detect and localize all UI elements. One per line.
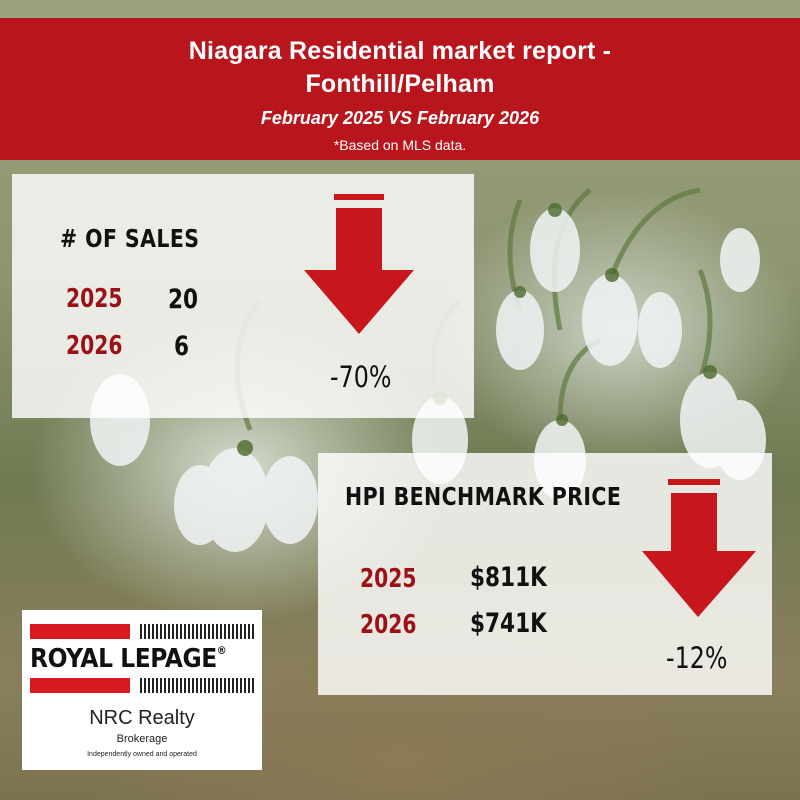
- royal-lepage-logo: ROYAL LEPAGE® NRC Realty Brokerage Indep…: [22, 610, 262, 770]
- logo-registered-mark: ®: [216, 644, 227, 657]
- data-source-note: *Based on MLS data.: [333, 137, 467, 153]
- hpi-change-percent: -12%: [666, 641, 728, 675]
- logo-brand-name: ROYAL LEPAGE®: [30, 644, 227, 674]
- report-title-line1: Niagara Residential market report -: [188, 37, 612, 65]
- logo-stripes-top: [140, 624, 254, 639]
- sales-panel: # OF SALES 2025 20 2026 6 -70%: [12, 174, 474, 418]
- hpi-year-2025: 2025: [360, 564, 417, 594]
- hpi-value-2025: $811K: [470, 562, 547, 593]
- sales-year-2025: 2025: [66, 284, 123, 314]
- down-arrow-icon: [304, 194, 414, 334]
- hpi-title: HPI BENCHMARK PRICE: [345, 482, 622, 511]
- down-arrow-icon: [642, 479, 756, 617]
- report-title: Niagara Residential market report - Font…: [0, 35, 800, 101]
- logo-red-bar-bottom: [30, 678, 130, 693]
- report-title-line2: Fonthill/Pelham: [305, 70, 495, 98]
- sales-value-2026: 6: [174, 331, 190, 362]
- hpi-panel: HPI BENCHMARK PRICE 2025 $811K 2026 $741…: [318, 453, 772, 695]
- logo-tagline: Independently owned and operated: [87, 751, 197, 758]
- report-subtitle: February 2025 VS February 2026: [260, 108, 540, 128]
- logo-red-bar-top: [30, 624, 130, 639]
- sales-change-percent: -70%: [330, 360, 392, 394]
- hpi-value-2026: $741K: [470, 608, 547, 639]
- sales-year-2026: 2026: [66, 331, 123, 361]
- sales-title: # OF SALES: [60, 224, 200, 253]
- logo-office-name: NRC Realty: [89, 707, 195, 729]
- hpi-year-2026: 2026: [360, 610, 417, 640]
- report-header: Niagara Residential market report - Font…: [0, 18, 800, 160]
- logo-stripes-bottom: [140, 678, 254, 693]
- sales-value-2025: 20: [168, 284, 199, 315]
- logo-brokerage: Brokerage: [116, 733, 168, 745]
